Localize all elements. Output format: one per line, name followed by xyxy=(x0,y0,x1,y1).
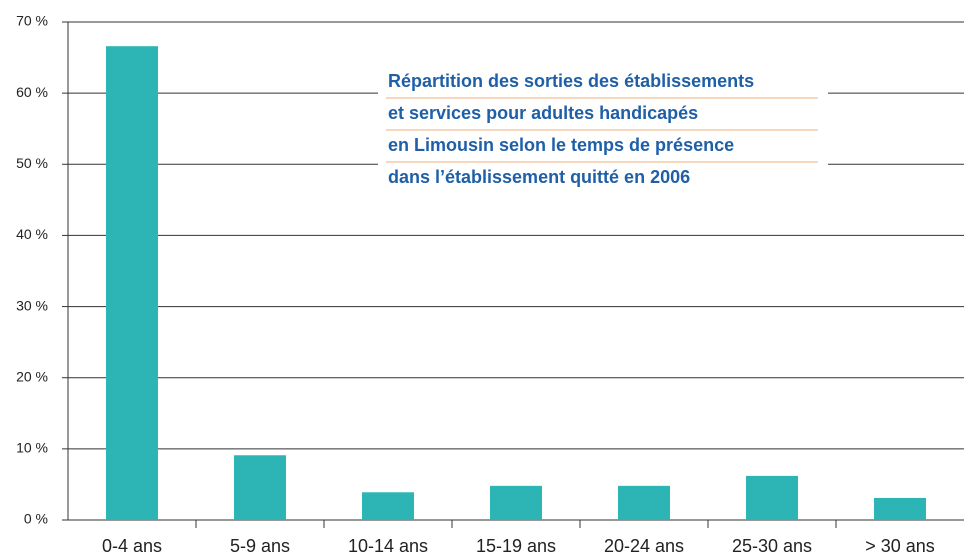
y-tick-label: 60 % xyxy=(16,84,48,100)
y-tick-label: 50 % xyxy=(16,155,48,171)
bar xyxy=(362,492,414,520)
title-box xyxy=(378,62,828,202)
y-tick-label: 30 % xyxy=(16,297,48,313)
bar xyxy=(746,475,798,520)
chart-title: en Limousin selon le temps de présence xyxy=(388,135,734,155)
x-tick-label: 5-9 ans xyxy=(230,536,290,556)
y-tick-label: 40 % xyxy=(16,226,48,242)
bar xyxy=(106,46,158,521)
chart-title: dans l’établissement quitté en 2006 xyxy=(388,167,690,187)
y-tick-label: 70 % xyxy=(16,13,48,29)
x-tick-label: 0-4 ans xyxy=(102,536,162,556)
y-tick-label: 20 % xyxy=(16,368,48,384)
bar xyxy=(618,485,670,520)
x-tick-label: > 30 ans xyxy=(865,536,935,556)
chart-title: Répartition des sorties des établissemen… xyxy=(388,71,754,91)
x-tick-label: 20-24 ans xyxy=(604,536,684,556)
x-tick-label: 10-14 ans xyxy=(348,536,428,556)
x-tick-label: 15-19 ans xyxy=(476,536,556,556)
bar xyxy=(874,497,926,520)
y-tick-label: 10 % xyxy=(16,440,48,456)
chart-title: et services pour adultes handicapés xyxy=(388,103,698,123)
bar xyxy=(490,485,542,520)
y-tick-label: 0 % xyxy=(24,511,48,527)
x-tick-label: 25-30 ans xyxy=(732,536,812,556)
bar xyxy=(234,455,286,520)
